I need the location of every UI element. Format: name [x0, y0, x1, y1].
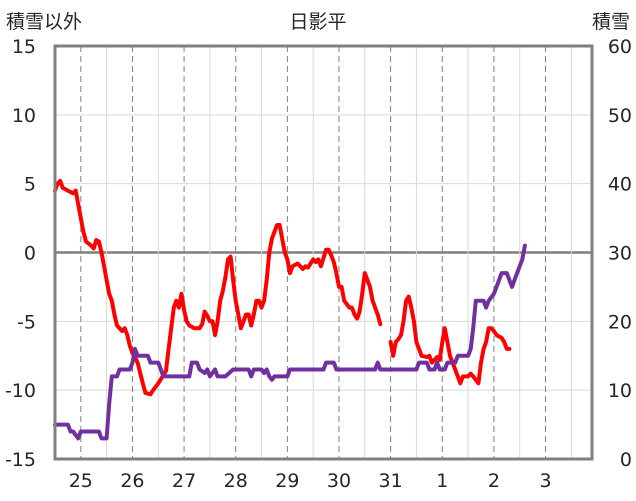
x-tick-label: 31	[379, 470, 403, 492]
y-tick-right-label: 0	[620, 449, 632, 471]
plot-frame	[53, 44, 594, 461]
x-tick-label: 2	[488, 470, 500, 492]
y-tick-right-label: 60	[608, 36, 632, 58]
x-tick-label: 26	[120, 470, 144, 492]
y-tick-left-label: -15	[5, 449, 36, 471]
x-tick-label: 27	[172, 470, 196, 492]
y-tick-right-label: 30	[608, 243, 632, 265]
x-tick-label: 1	[436, 470, 448, 492]
y-axis-left-title: 積雪以外	[6, 11, 82, 33]
y-tick-left-label: -5	[17, 311, 36, 333]
other-series-line-seg-0	[53, 178, 383, 397]
x-tick-label: 25	[69, 470, 93, 492]
y-axis-right-title: 積雪	[592, 11, 630, 33]
chart-title: 日影平	[289, 11, 346, 33]
x-tick-label: 30	[327, 470, 351, 492]
y-axis-left: 15 10 5 0 -5 -10 -15	[5, 36, 36, 471]
y-tick-left-label: 15	[12, 36, 36, 58]
y-tick-left-label: 10	[12, 105, 36, 127]
x-tick-label: 3	[539, 470, 551, 492]
x-tick-label: 28	[224, 470, 248, 492]
x-axis: 25 26 27 28 29 30 31 1 2 3	[69, 470, 552, 492]
series-layer	[53, 178, 527, 441]
x-tick-label: 29	[275, 470, 299, 492]
y-tick-left-label: 5	[24, 174, 36, 196]
other-series-line-seg-1	[388, 294, 512, 386]
y-tick-left-label: 0	[24, 243, 36, 265]
y-tick-left-label: -10	[5, 380, 36, 402]
y-tick-right-label: 20	[608, 311, 632, 333]
snow-series-line-seg-0	[53, 243, 527, 441]
y-tick-right-label: 50	[608, 105, 632, 127]
y-tick-right-label: 10	[608, 380, 632, 402]
y-axis-right: 60 50 40 30 20 10 0	[608, 36, 632, 471]
y-tick-right-label: 40	[608, 174, 632, 196]
